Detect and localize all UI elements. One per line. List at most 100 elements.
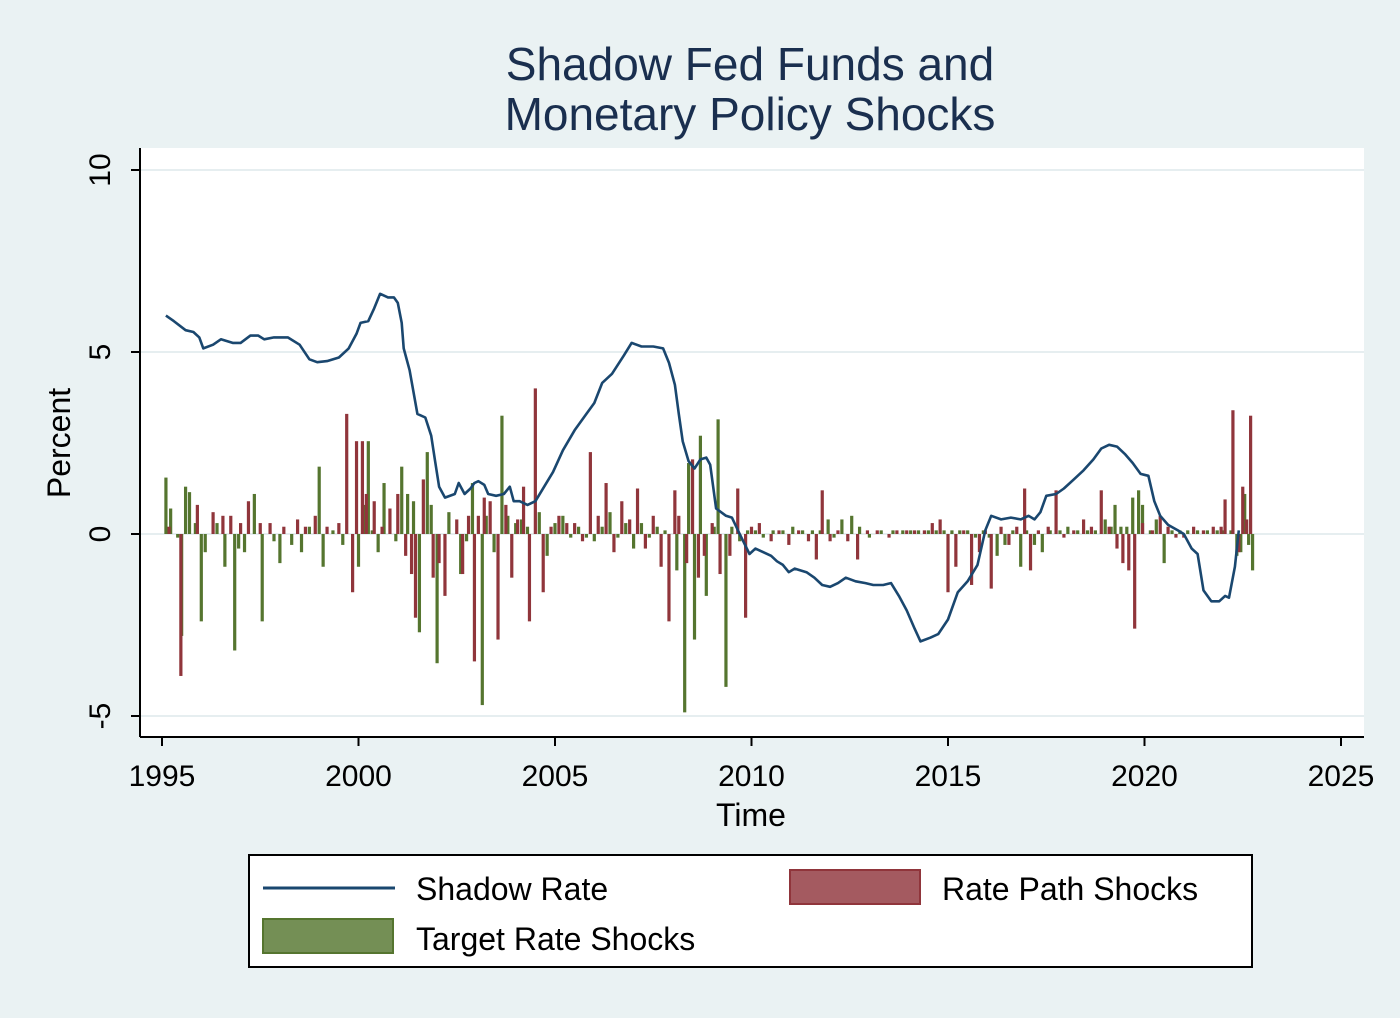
bar-target-rate-shock	[867, 534, 871, 538]
bar-rate-path-shock	[461, 534, 465, 575]
bar-target-rate-shock	[608, 512, 612, 534]
bar-target-rate-shock	[950, 530, 954, 534]
bar-rate-path-shock	[922, 530, 927, 534]
bar-target-rate-shock	[942, 530, 946, 534]
bar-target-rate-shock	[272, 534, 276, 542]
bar-target-rate-shock	[199, 534, 203, 622]
bar-target-rate-shock	[916, 530, 921, 534]
x-tick-label: 2020	[1111, 760, 1178, 793]
bar-rate-path-shock	[757, 523, 761, 534]
bar-target-rate-shock	[553, 523, 557, 534]
bar-rate-path-shock	[527, 534, 532, 622]
bar-rate-path-shock	[1046, 526, 1050, 534]
bar-target-rate-shock	[1011, 530, 1015, 534]
bar-rate-path-shock	[496, 534, 500, 640]
bar-rate-path-shock	[685, 534, 689, 564]
bar-rate-path-shock	[211, 512, 215, 534]
bar-rate-path-shock	[549, 526, 553, 534]
bar-target-rate-shock	[1170, 530, 1174, 534]
bar-target-rate-shock	[1040, 534, 1044, 553]
x-axis-title: Time	[716, 797, 786, 833]
bar-rate-path-shock	[1231, 410, 1235, 534]
bar-target-rate-shock	[655, 526, 659, 534]
bar-target-rate-shock	[704, 534, 708, 596]
bar-target-rate-shock	[260, 534, 264, 622]
bar-rate-path-shock	[325, 526, 329, 534]
bar-rate-path-shock	[466, 515, 471, 534]
bar-rate-path-shock	[533, 388, 537, 534]
bar-rate-path-shock	[977, 534, 982, 553]
bar-rate-path-shock	[268, 523, 272, 534]
bar-target-rate-shock	[781, 530, 785, 534]
bar-rate-path-shock	[258, 523, 262, 534]
bar-rate-path-shock	[1028, 534, 1033, 571]
bar-rate-path-shock	[472, 534, 477, 662]
y-tick-label: 0	[84, 526, 117, 543]
bar-target-rate-shock	[663, 530, 667, 534]
bar-rate-path-shock	[396, 493, 400, 534]
bar-target-rate-shock	[203, 534, 207, 553]
y-axis-title: Percent	[41, 388, 77, 498]
bar-rate-path-shock	[1133, 534, 1137, 629]
bar-rate-path-shock	[895, 530, 899, 534]
bar-target-rate-shock	[459, 534, 463, 575]
x-tick-label: 2000	[325, 760, 392, 793]
bar-rate-path-shock	[179, 534, 183, 676]
x-tick-label: 2025	[1308, 760, 1375, 793]
bar-rate-path-shock	[887, 534, 891, 538]
bar-rate-path-shock	[912, 530, 917, 534]
bar-target-rate-shock	[176, 534, 180, 538]
bar-target-rate-shock	[1186, 530, 1190, 534]
bar-target-rate-shock	[1148, 530, 1152, 534]
bar-target-rate-shock	[698, 435, 703, 534]
bar-target-rate-shock	[500, 415, 504, 534]
bar-target-rate-shock	[193, 523, 198, 534]
bar-rate-path-shock	[1140, 523, 1145, 534]
bar-rate-path-shock	[846, 534, 850, 542]
bar-target-rate-shock	[1119, 526, 1123, 534]
bar-target-rate-shock	[857, 526, 862, 534]
bar-rate-path-shock	[437, 534, 441, 564]
bar-rate-path-shock	[380, 526, 384, 534]
bar-target-rate-shock	[712, 526, 716, 534]
bar-rate-path-shock	[1211, 526, 1215, 534]
bar-target-rate-shock	[1025, 530, 1029, 534]
bar-rate-path-shock	[744, 534, 748, 618]
bar-target-rate-shock	[317, 466, 321, 534]
bar-rate-path-shock	[413, 534, 418, 618]
bar-rate-path-shock	[690, 459, 695, 534]
bar-target-rate-shock	[753, 530, 758, 534]
bar-target-rate-shock	[981, 530, 985, 534]
bar-target-rate-shock	[926, 530, 930, 534]
bar-target-rate-shock	[716, 419, 720, 534]
bar-rate-path-shock	[962, 530, 966, 534]
bar-rate-path-shock	[702, 534, 706, 556]
legend: Shadow Rate Rate Path Shocks Target Rate…	[248, 854, 1253, 968]
bar-rate-path-shock	[1089, 526, 1094, 534]
bar-target-rate-shock	[826, 519, 830, 534]
bar-target-rate-shock	[545, 534, 549, 556]
bar-target-rate-shock	[1032, 534, 1037, 545]
bar-rate-path-shock	[749, 526, 754, 534]
bar-target-rate-shock	[417, 534, 422, 633]
bar-target-rate-shock	[1239, 534, 1243, 553]
bar-rate-path-shock	[954, 534, 958, 567]
bar-target-rate-shock	[470, 483, 475, 534]
bar-rate-path-shock	[1072, 530, 1076, 534]
bar-rate-path-shock	[246, 501, 251, 534]
bar-rate-path-shock	[455, 519, 459, 534]
bar-target-rate-shock	[480, 534, 484, 706]
chart-title-line1: Shadow Fed Funds and	[506, 38, 994, 90]
bar-rate-path-shock	[1007, 534, 1011, 545]
bar-target-rate-shock	[692, 534, 697, 640]
bar-rate-path-shock	[651, 515, 655, 534]
legend-label-target-rate: Target Rate Shocks	[416, 921, 695, 957]
bar-rate-path-shock	[364, 493, 368, 534]
bar-rate-path-shock	[1121, 534, 1125, 564]
bar-target-rate-shock	[738, 534, 742, 542]
bar-rate-path-shock	[814, 534, 818, 560]
y-tick-label: -5	[84, 703, 117, 730]
bar-target-rate-shock	[237, 534, 241, 549]
bar-target-rate-shock	[406, 493, 410, 534]
